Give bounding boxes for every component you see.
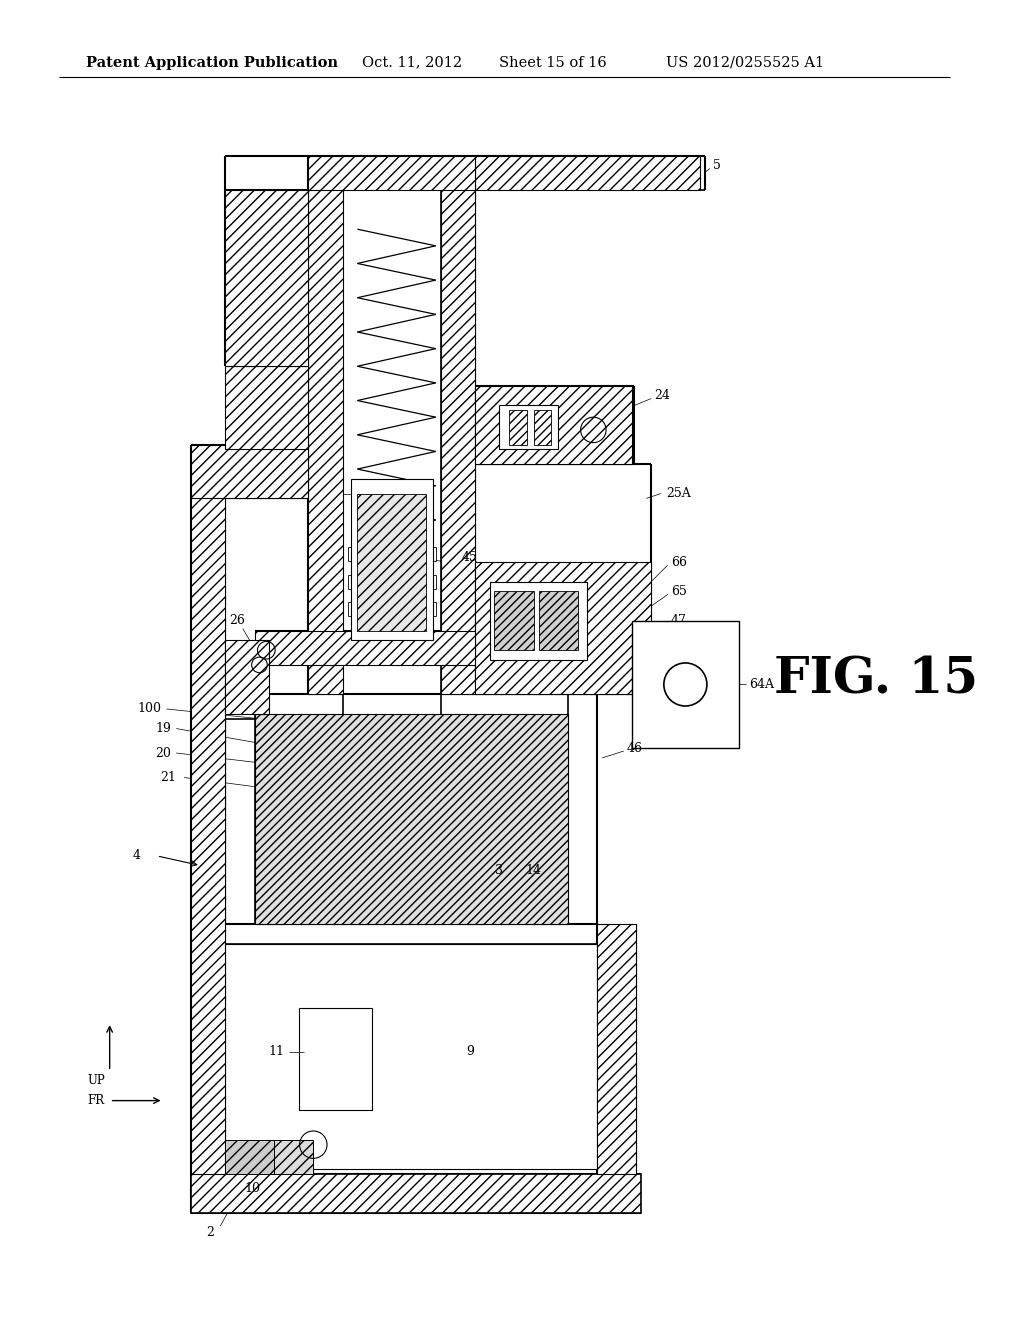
Text: 24: 24 (654, 389, 670, 403)
Bar (440, 156, 475, 694)
Text: 14: 14 (525, 865, 542, 876)
Bar (489, 582, 588, 660)
Text: 47: 47 (671, 614, 686, 627)
Bar (225, 366, 308, 450)
Text: FR: FR (88, 1094, 104, 1107)
Bar (225, 1139, 313, 1173)
Bar (509, 411, 526, 445)
Text: 21: 21 (161, 771, 176, 784)
Bar (225, 944, 597, 1170)
Bar (308, 156, 343, 694)
Bar (225, 640, 269, 714)
Bar (255, 714, 568, 924)
Text: 65: 65 (671, 585, 686, 598)
Bar (475, 156, 700, 190)
Text: 4: 4 (133, 849, 141, 862)
Text: 45: 45 (462, 550, 478, 564)
Bar (225, 1139, 274, 1173)
Text: 19: 19 (156, 722, 171, 735)
Text: FIG. 15: FIG. 15 (773, 655, 978, 704)
Text: 5: 5 (713, 158, 721, 172)
Bar (255, 631, 475, 665)
Text: 25A: 25A (666, 487, 690, 500)
Bar (500, 405, 558, 450)
Bar (539, 591, 578, 651)
Text: 66: 66 (671, 556, 687, 569)
Bar (190, 445, 225, 1173)
Bar (299, 1007, 372, 1110)
Text: Patent Application Publication: Patent Application Publication (86, 55, 338, 70)
Bar (475, 385, 632, 465)
Bar (534, 411, 551, 445)
Bar (597, 924, 637, 1173)
Text: 46: 46 (627, 742, 643, 755)
Text: 64: 64 (413, 550, 429, 564)
Bar (225, 190, 308, 366)
Bar (308, 156, 475, 190)
Bar (475, 562, 651, 694)
Bar (190, 1173, 641, 1213)
Bar (357, 494, 426, 631)
Text: Oct. 11, 2012: Oct. 11, 2012 (362, 55, 463, 70)
Text: 100: 100 (137, 702, 162, 715)
Text: Sheet 15 of 16: Sheet 15 of 16 (500, 55, 607, 70)
Text: 40: 40 (234, 411, 251, 424)
Bar (350, 479, 433, 640)
Bar (190, 445, 308, 499)
Text: UP: UP (87, 1074, 104, 1088)
Bar (495, 591, 534, 651)
Bar (632, 620, 739, 748)
Text: 64A: 64A (749, 678, 774, 690)
Text: 3: 3 (496, 865, 504, 876)
Text: 2: 2 (207, 1226, 214, 1239)
Text: 20: 20 (156, 747, 171, 759)
Text: 39: 39 (263, 487, 280, 500)
Text: 10: 10 (245, 1183, 261, 1195)
Text: 11: 11 (268, 1045, 284, 1059)
Text: 26: 26 (229, 614, 245, 627)
Text: 9: 9 (466, 1045, 474, 1059)
Text: US 2012/0255525 A1: US 2012/0255525 A1 (666, 55, 824, 70)
